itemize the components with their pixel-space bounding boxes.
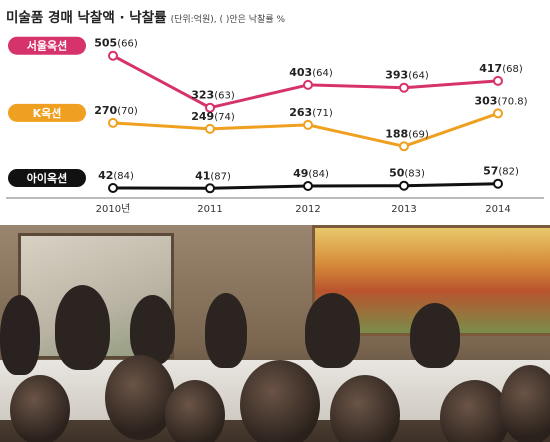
crowd-head-1 [10,375,70,442]
data-label: 263(71) [289,106,333,119]
data-label: 42(84) [98,169,134,182]
auction-photo [0,225,550,442]
data-point [205,102,215,113]
data-label: 505(66) [94,37,138,50]
series-name-pill [8,103,86,122]
data-label: 417(68) [479,62,523,75]
data-label: 323(63) [191,89,235,102]
data-point [108,117,118,128]
crowd-head-6 [440,380,510,442]
x-tick-label: 2011 [197,204,222,215]
data-label: 393(64) [385,69,429,82]
data-label: 403(64) [289,66,333,79]
data-point [399,180,409,191]
data-label: 249(74) [191,110,235,123]
data-point [303,119,313,130]
unit-note: (단위:억원), ( )안은 낙찰률 % [170,15,286,25]
data-label: 41(87) [195,169,231,182]
chart-title-text: 미술품 경매 낙찰액 · 낙찰률 [6,10,167,26]
data-point [205,123,215,134]
data-label: 270(70) [94,104,138,117]
staff-person-6 [410,303,460,368]
data-point [205,183,215,194]
staff-person-3 [130,295,175,365]
series-name-pill [8,169,86,187]
data-point [493,178,503,189]
line-chart: 2010년 2011 2012 2013 2014 505(66) 323(63) 403(6… [6,36,544,215]
crowd-head-7 [500,365,550,442]
crowd-head-5 [330,375,400,442]
crowd-head-4 [240,360,320,442]
series-name-pill [8,36,86,55]
crowd-head-2 [105,355,175,440]
data-label: 303(70.8) [474,94,527,107]
data-point [399,82,409,93]
chart-area: 미술품 경매 낙찰액 · 낙찰률 (단위:억원), ( )안은 낙찰률 % 201… [6,6,544,215]
x-tick-label: 2010년 [96,203,131,215]
staff-person-4 [205,293,247,368]
data-label: 57(82) [483,165,519,178]
series-name-label: K옥션 [33,107,62,120]
crowd-head-3 [165,380,225,442]
staff-person-5 [305,293,360,368]
data-label: 49(84) [293,167,329,180]
series-name-label: 아이옥션 [27,171,67,185]
chart-title: 미술품 경매 낙찰액 · 낙찰률 (단위:억원), ( )안은 낙찰률 % [6,6,285,26]
data-point [399,141,409,152]
series-name-label: 서울옥션 [27,39,67,53]
data-label: 50(83) [389,167,425,180]
staff-person-1 [0,295,40,375]
data-point [493,108,503,119]
data-point [108,50,118,61]
data-label: 188(69) [385,127,429,140]
staff-person-2 [55,285,110,370]
data-point [108,183,118,193]
data-point [303,181,313,191]
data-point [303,79,313,90]
x-tick-label: 2013 [391,204,416,215]
x-tick-label: 2014 [485,204,510,215]
data-point [493,75,503,86]
x-tick-label: 2012 [295,204,320,215]
